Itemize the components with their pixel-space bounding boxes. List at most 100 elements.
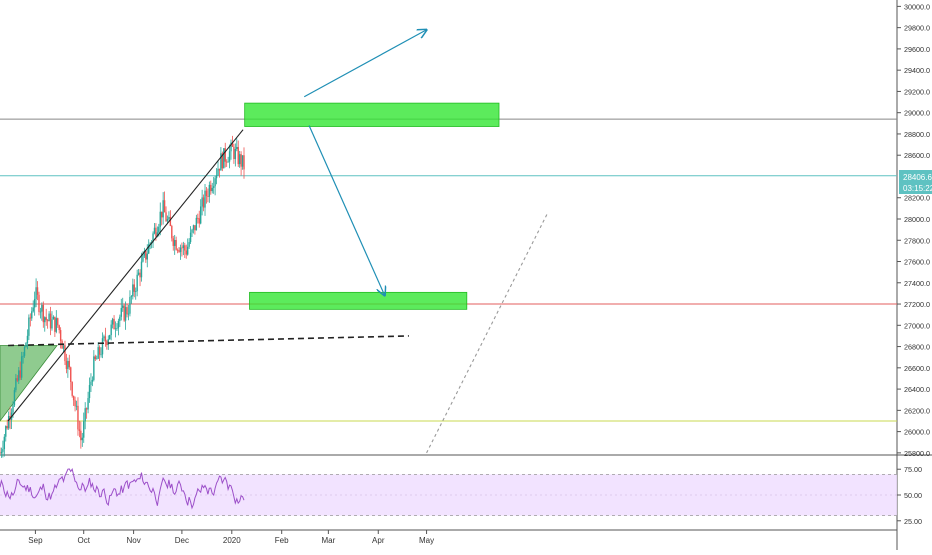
price-tick-label: 29400.0 bbox=[904, 66, 930, 75]
candle-body bbox=[201, 197, 203, 207]
trendline[interactable] bbox=[8, 335, 409, 347]
candle-body bbox=[161, 211, 163, 218]
candle-body bbox=[3, 436, 6, 450]
candle-body bbox=[127, 313, 130, 315]
candle-body bbox=[106, 341, 108, 346]
time-tick-label: May bbox=[419, 536, 434, 545]
candle-body bbox=[181, 247, 183, 249]
candle-body bbox=[111, 318, 114, 325]
trendlines[interactable] bbox=[7, 129, 548, 454]
candle-body bbox=[114, 328, 117, 330]
candle-body bbox=[210, 184, 212, 192]
candle-body bbox=[48, 313, 50, 322]
candle-body bbox=[145, 251, 147, 260]
price-tick-label: 26200.0 bbox=[904, 406, 930, 415]
candle-body bbox=[98, 347, 101, 355]
zones[interactable] bbox=[244, 102, 500, 310]
candle-body bbox=[75, 405, 78, 407]
candle-body bbox=[44, 317, 46, 323]
candle-body bbox=[70, 367, 72, 382]
candle-body bbox=[52, 316, 55, 320]
candle-body bbox=[197, 217, 199, 219]
candle-body bbox=[25, 343, 27, 348]
candle-body bbox=[49, 313, 52, 329]
candle-body bbox=[51, 319, 53, 329]
trendline[interactable] bbox=[426, 213, 548, 454]
price-tick-label: 27200.0 bbox=[904, 300, 930, 309]
candle-body bbox=[15, 378, 17, 391]
candle-body bbox=[168, 216, 170, 220]
candle-body bbox=[107, 339, 109, 346]
price-tick-label: 28200.0 bbox=[904, 194, 930, 203]
candle-body bbox=[110, 324, 112, 336]
candle-body bbox=[13, 390, 16, 406]
candle-body bbox=[192, 225, 195, 230]
candle-body bbox=[104, 336, 107, 342]
candle-body bbox=[130, 296, 133, 298]
arrows[interactable] bbox=[303, 30, 426, 296]
candle-body bbox=[169, 216, 172, 227]
candle-body bbox=[45, 317, 47, 321]
time-tick-label: Nov bbox=[126, 536, 140, 545]
candle-body bbox=[85, 408, 88, 410]
candle-body bbox=[172, 238, 174, 246]
time-axis-ticks: Sep Oct Nov Dec 2020 Feb Mar Apr May bbox=[28, 530, 434, 545]
candle-body bbox=[133, 284, 135, 292]
candle-body bbox=[202, 197, 205, 208]
candle-body bbox=[129, 296, 131, 314]
trendline[interactable] bbox=[7, 129, 244, 422]
candle-body bbox=[57, 318, 59, 326]
rsi-pane bbox=[0, 467, 897, 517]
price-tick-label: 28600.0 bbox=[904, 151, 930, 160]
candle-body bbox=[29, 317, 32, 319]
candle-body bbox=[224, 148, 226, 162]
candle-body bbox=[204, 190, 206, 208]
candle-body bbox=[122, 305, 124, 308]
candle-body bbox=[176, 249, 179, 251]
candle-body bbox=[68, 360, 71, 368]
candle-body bbox=[233, 146, 235, 160]
candle-body bbox=[109, 335, 111, 340]
candle-body bbox=[83, 421, 85, 438]
price-tick-label: 29600.0 bbox=[904, 45, 930, 54]
candle-body bbox=[227, 161, 229, 163]
price-tick-label: 26000.0 bbox=[904, 428, 930, 437]
candle-body bbox=[143, 251, 146, 256]
candle-body bbox=[207, 196, 209, 197]
arrow[interactable] bbox=[303, 30, 426, 98]
candle-body bbox=[91, 379, 94, 382]
candle-body bbox=[22, 355, 24, 357]
candles bbox=[0, 135, 245, 458]
candle-body bbox=[39, 311, 42, 313]
price-tick-label: 25800.0 bbox=[904, 449, 930, 458]
candle-body bbox=[2, 449, 4, 452]
candle-body bbox=[87, 398, 89, 410]
arrow[interactable] bbox=[308, 125, 385, 295]
candle-body bbox=[185, 250, 187, 255]
candle-body bbox=[241, 155, 244, 167]
price-tick-label: 28800.0 bbox=[904, 130, 930, 139]
candle-body bbox=[182, 245, 185, 249]
candle-body bbox=[217, 168, 219, 176]
zone-rectangle[interactable] bbox=[244, 102, 500, 127]
candle-body bbox=[65, 361, 68, 369]
price-tick-label: 27600.0 bbox=[904, 258, 930, 267]
candle-body bbox=[214, 178, 216, 187]
rsi-tick-label: 50.00 bbox=[904, 491, 922, 500]
time-tick-label: Apr bbox=[372, 536, 385, 545]
candle-body bbox=[234, 149, 237, 160]
candle-body bbox=[137, 272, 140, 275]
zone-rectangle[interactable] bbox=[249, 291, 468, 310]
candle-body bbox=[139, 272, 141, 278]
candle-body bbox=[230, 142, 232, 152]
candle-body bbox=[42, 304, 45, 323]
candle-body bbox=[208, 184, 211, 197]
rsi-line bbox=[0, 467, 245, 510]
candle-body bbox=[6, 426, 8, 429]
candle-body bbox=[123, 305, 125, 321]
candle-body bbox=[74, 400, 76, 407]
candle-body bbox=[194, 225, 196, 231]
candle-body bbox=[59, 330, 62, 341]
candle-body bbox=[35, 287, 37, 299]
candle-body bbox=[19, 370, 21, 378]
